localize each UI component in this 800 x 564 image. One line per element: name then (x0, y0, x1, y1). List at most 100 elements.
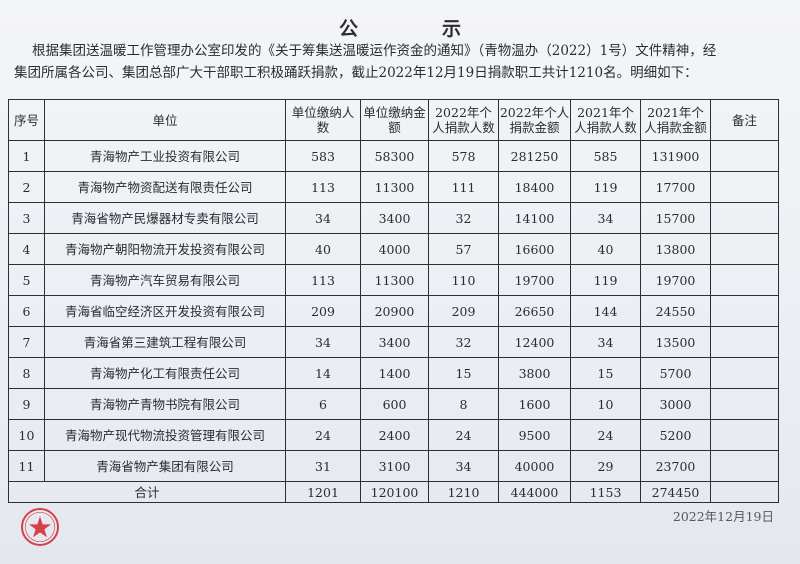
cell-note (710, 264, 779, 296)
cell-unit-people: 113 (285, 264, 361, 296)
table-header-row: 序号 单位 单位缴纳人数 单位缴纳金额 2022年个人捐款人数 2022年个人捐… (8, 99, 779, 141)
cell-p2021-amount: 13800 (640, 233, 711, 265)
intro-paragraph-line2: 集团所属各公司、集团总部广大干部职工积极踊跃捐款，截止2022年12月19日捐款… (14, 65, 698, 81)
cell-unit-amount: 58300 (360, 140, 429, 172)
cell-unit-people: 34 (285, 202, 361, 234)
cell-p2021-amount: 3000 (640, 388, 711, 420)
table-row: 4 青海物产朝阳物流开发投资有限公司 40 4000 57 16600 40 13800 (8, 233, 779, 265)
cell-unit-people: 24 (285, 419, 361, 451)
cell-unit-people: 209 (285, 295, 361, 327)
cell-unit-people: 14 (285, 357, 361, 389)
cell-p2021-people: 119 (570, 171, 641, 203)
cell-p2021-amount: 17700 (640, 171, 711, 203)
header-cell: 2021年个人捐款金额 (640, 99, 711, 141)
cell-no: 9 (8, 388, 45, 420)
cell-no: 10 (8, 419, 45, 451)
cell-p2021-amount: 5700 (640, 357, 711, 389)
cell-unit: 青海物产朝阳物流开发投资有限公司 (44, 233, 286, 265)
cell-p2021-amount: 19700 (640, 264, 711, 296)
cell-no: 3 (8, 202, 45, 234)
cell-p2021-people: 29 (570, 450, 641, 482)
total-row: 合计 1201 120100 1210 444000 1153 274450 (8, 481, 779, 503)
table-row: 2 青海物产物资配送有限责任公司 113 11300 111 18400 119 17700 (8, 171, 779, 203)
cell-p2022-people: 32 (428, 202, 499, 234)
cell-note (710, 326, 779, 358)
cell-unit: 青海物产青物书院有限公司 (44, 388, 286, 420)
cell-p2021-amount: 5200 (640, 419, 711, 451)
table-row: 1 青海物产工业投资有限公司 583 58300 578 281250 585 131900 (8, 140, 779, 172)
cell-unit-amount: 3400 (360, 202, 429, 234)
cell-p2022-amount: 3800 (498, 357, 571, 389)
cell-p2022-people: 8 (428, 388, 499, 420)
table-row: 7 青海省第三建筑工程有限公司 34 3400 32 12400 34 13500 (8, 326, 779, 358)
table-row: 9 青海物产青物书院有限公司 6 600 8 1600 10 3000 (8, 388, 779, 420)
cell-unit-amount: 11300 (360, 264, 429, 296)
header-cell: 备注 (710, 99, 779, 141)
cell-unit: 青海省临空经济区开发投资有限公司 (44, 295, 286, 327)
table-row: 11 青海省物产集团有限公司 31 3100 34 40000 29 23700 (8, 450, 779, 482)
star-icon (29, 516, 51, 538)
total-p2021-people: 1153 (570, 481, 641, 503)
cell-p2022-people: 34 (428, 450, 499, 482)
cell-note (710, 357, 779, 389)
cell-no: 2 (8, 171, 45, 203)
intro-paragraph-line1: 根据集团送温暖工作管理办公室印发的《关于筹集送温暖运作资金的通知》（青物温办（2… (32, 43, 717, 59)
cell-note (710, 450, 779, 482)
cell-unit: 青海物产物资配送有限责任公司 (44, 171, 286, 203)
cell-p2021-people: 119 (570, 264, 641, 296)
table-row: 8 青海物产化工有限责任公司 14 1400 15 3800 15 5700 (8, 357, 779, 389)
cell-note (710, 171, 779, 203)
cell-no: 4 (8, 233, 45, 265)
cell-p2022-people: 24 (428, 419, 499, 451)
document-footer: 2022年12月19日 (0, 508, 800, 549)
cell-p2022-amount: 14100 (498, 202, 571, 234)
total-unit-amount: 120100 (360, 481, 429, 503)
cell-unit-amount: 3400 (360, 326, 429, 358)
cell-unit-amount: 3100 (360, 450, 429, 482)
cell-p2022-amount: 9500 (498, 419, 571, 451)
document-date: 2022年12月19日 (672, 509, 774, 524)
header-cell: 序号 (8, 99, 45, 141)
cell-p2021-people: 24 (570, 419, 641, 451)
cell-p2022-amount: 18400 (498, 171, 571, 203)
cell-p2022-amount: 26650 (498, 295, 571, 327)
total-p2022-amount: 444000 (498, 481, 571, 503)
table-container: 序号 单位 单位缴纳人数 单位缴纳金额 2022年个人捐款人数 2022年个人捐… (8, 99, 800, 503)
cell-no: 7 (8, 326, 45, 358)
cell-p2022-amount: 281250 (498, 140, 571, 172)
cell-p2021-people: 15 (570, 357, 641, 389)
cell-unit-people: 40 (285, 233, 361, 265)
cell-no: 6 (8, 295, 45, 327)
cell-p2021-people: 10 (570, 388, 641, 420)
cell-p2022-people: 209 (428, 295, 499, 327)
cell-unit-people: 31 (285, 450, 361, 482)
cell-note (710, 388, 779, 420)
header-cell: 2022年个人捐款金额 (498, 99, 571, 141)
cell-unit: 青海物产现代物流投资管理有限公司 (44, 419, 286, 451)
table-row: 5 青海物产汽车贸易有限公司 113 11300 110 19700 119 19700 (8, 264, 779, 296)
cell-p2021-people: 585 (570, 140, 641, 172)
cell-p2022-amount: 40000 (498, 450, 571, 482)
cell-p2021-people: 34 (570, 202, 641, 234)
cell-p2022-amount: 12400 (498, 326, 571, 358)
cell-p2021-people: 40 (570, 233, 641, 265)
cell-unit-amount: 20900 (360, 295, 429, 327)
cell-unit: 青海省物产民爆器材专卖有限公司 (44, 202, 286, 234)
cell-unit: 青海省第三建筑工程有限公司 (44, 326, 286, 358)
cell-unit-amount: 11300 (360, 171, 429, 203)
table-row: 3 青海省物产民爆器材专卖有限公司 34 3400 32 14100 34 15700 (8, 202, 779, 234)
cell-p2022-people: 111 (428, 171, 499, 203)
header-cell: 单位 (44, 99, 286, 141)
cell-p2022-amount: 16600 (498, 233, 571, 265)
cell-unit-people: 583 (285, 140, 361, 172)
cell-note (710, 140, 779, 172)
cell-p2022-people: 32 (428, 326, 499, 358)
total-unit-people: 1201 (285, 481, 361, 503)
table-row: 10 青海物产现代物流投资管理有限公司 24 2400 24 9500 24 5200 (8, 419, 779, 451)
cell-no: 8 (8, 357, 45, 389)
cell-unit-amount: 600 (360, 388, 429, 420)
title-char: 公 (338, 18, 358, 40)
cell-p2022-amount: 19700 (498, 264, 571, 296)
cell-note (710, 419, 779, 451)
